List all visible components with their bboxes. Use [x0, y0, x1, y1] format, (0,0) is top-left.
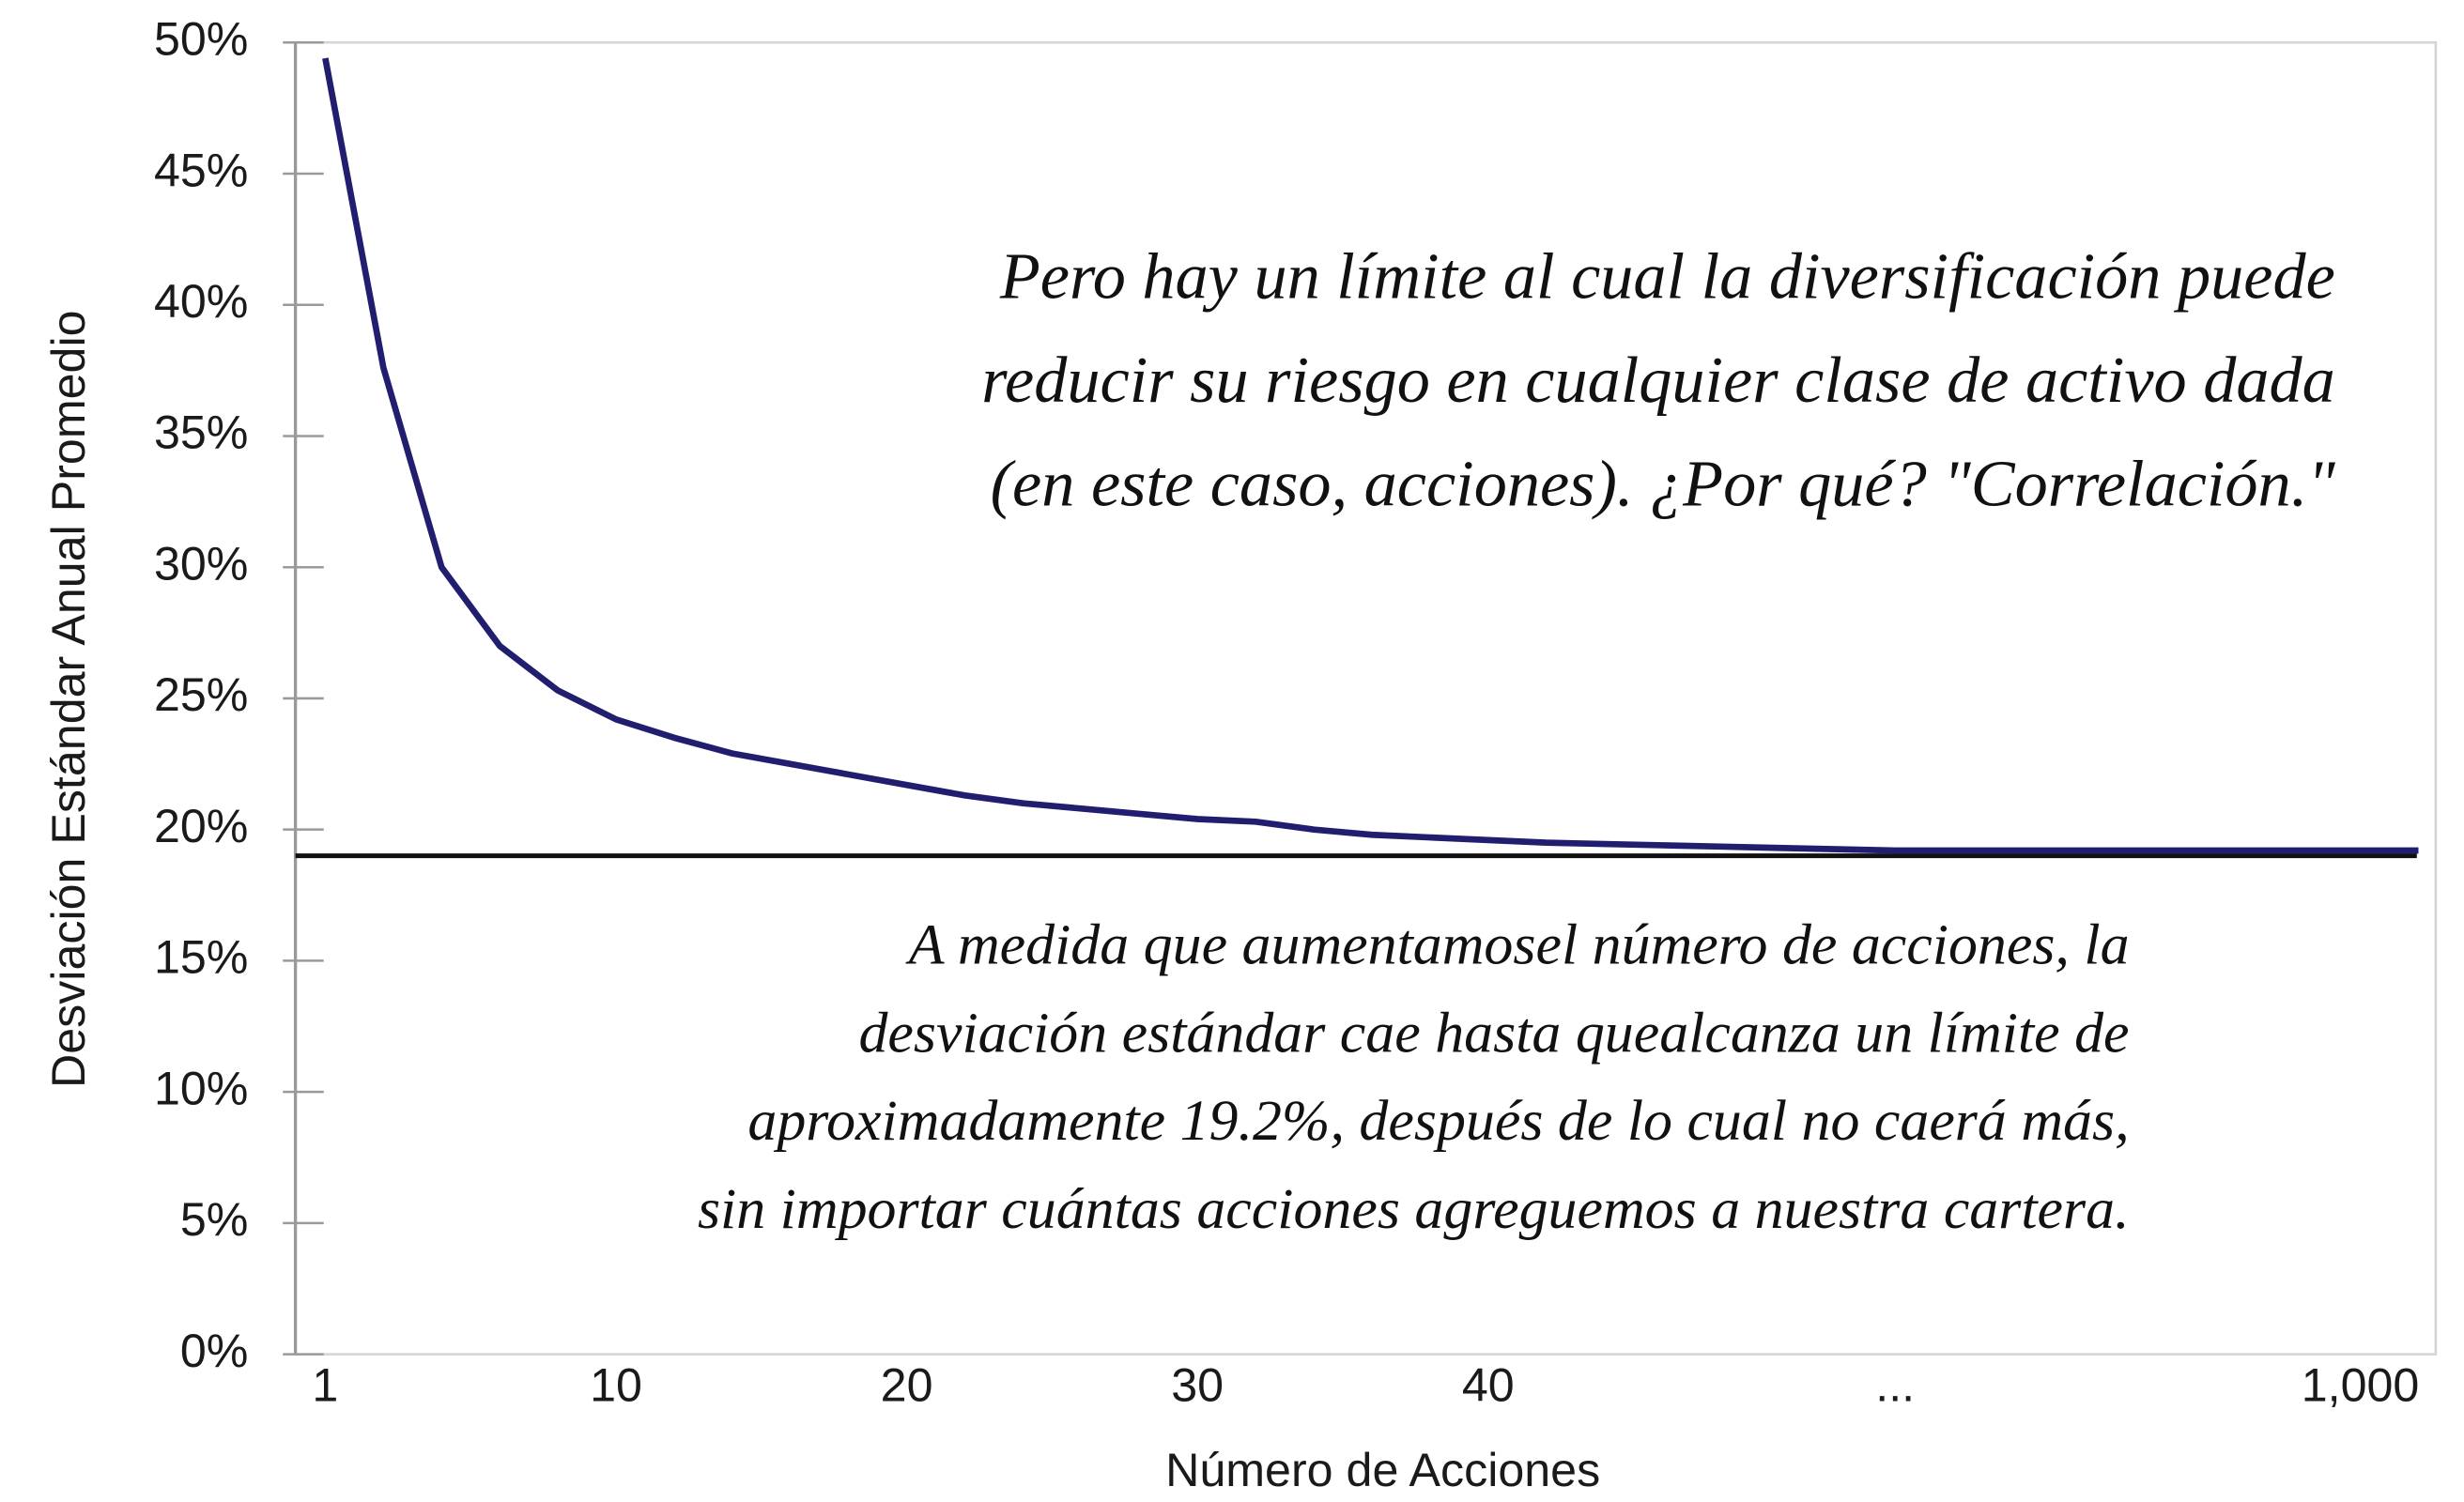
data-line — [322, 57, 2419, 854]
annotation-line: reducir su riesgo en cualquier clase de … — [981, 344, 2334, 417]
y-tick-label: 5% — [180, 1193, 249, 1246]
annotation-line: Pero hay un límite al cual la diversific… — [999, 239, 2335, 313]
annotation-line: sin importar cuántas acciones agreguemos… — [698, 1177, 2130, 1241]
annotation-line: (en este caso, acciones). ¿Por qué? "Cor… — [991, 447, 2336, 520]
y-tick-label: 40% — [154, 275, 248, 328]
y-tick-label: 30% — [154, 537, 248, 590]
x-tick-label: ... — [1875, 1359, 1915, 1412]
x-tick-label: 10 — [590, 1359, 642, 1412]
y-axis-title: Desviación Estándar Anual Promedio — [42, 310, 95, 1088]
x-tick-label: 20 — [881, 1359, 933, 1412]
annotation-line: A medida que aumentamosel número de acci… — [905, 913, 2130, 977]
x-tick-label: 1 — [312, 1359, 338, 1412]
x-tick-label: 40 — [1462, 1359, 1515, 1412]
x-tick-label: 1,000 — [2302, 1359, 2420, 1412]
y-tick-label: 50% — [154, 13, 248, 66]
y-tick-label: 25% — [154, 668, 248, 721]
y-tick-label: 0% — [180, 1325, 249, 1377]
y-tick-label: 35% — [154, 406, 248, 459]
annotation-line: desviación estándar cae hasta quealcanza… — [858, 1001, 2129, 1065]
annotation-line: aproximadamente 19.2%, después de lo cua… — [747, 1089, 2129, 1153]
y-tick-label: 15% — [154, 931, 248, 984]
y-tick-label: 10% — [154, 1062, 248, 1114]
y-tick-label: 45% — [154, 144, 248, 196]
y-tick-label: 20% — [154, 800, 248, 852]
x-tick-label: 30 — [1171, 1359, 1224, 1412]
x-axis-title: Número de Acciones — [1165, 1444, 1600, 1496]
